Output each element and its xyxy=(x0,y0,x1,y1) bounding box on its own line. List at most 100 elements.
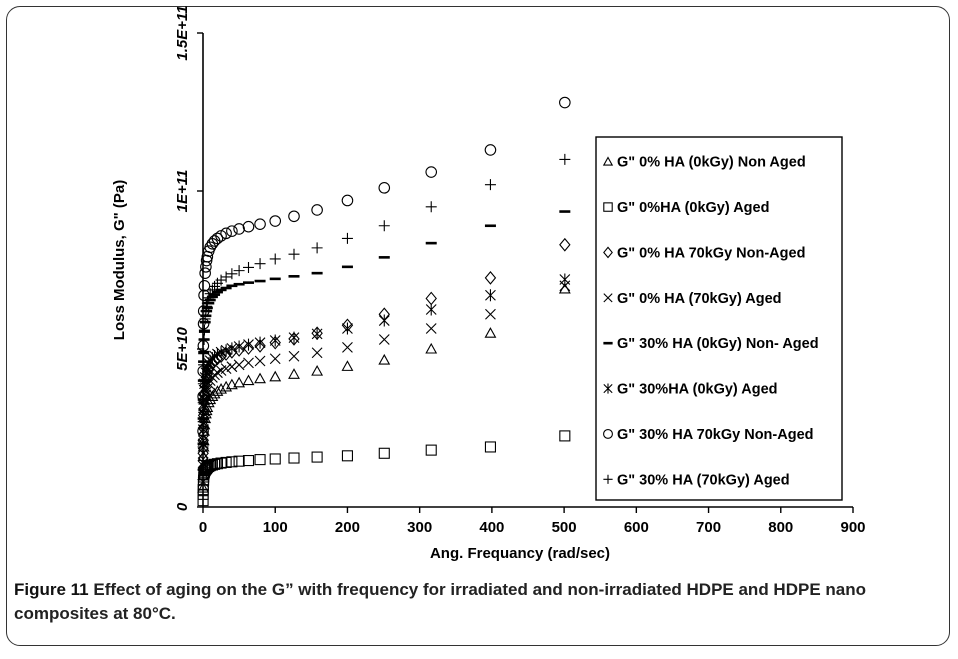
data-point xyxy=(559,210,571,213)
legend-label: G" 0% HA 70kGy Non-Aged xyxy=(617,245,805,261)
legend-marker xyxy=(603,383,613,394)
data-point xyxy=(311,347,323,359)
data-point xyxy=(233,223,245,235)
data-point xyxy=(254,336,266,349)
data-point xyxy=(209,293,221,296)
data-point xyxy=(254,218,266,230)
data-point xyxy=(485,308,496,320)
data-point xyxy=(269,277,281,281)
x-tick-label: 0 xyxy=(199,519,207,536)
series-asterisk xyxy=(197,273,571,469)
data-point xyxy=(220,286,232,290)
data-point xyxy=(342,342,353,353)
y-tick-label: 1E+11 xyxy=(174,170,191,213)
data-point xyxy=(233,282,245,286)
data-point xyxy=(226,225,238,237)
data-point xyxy=(311,271,323,275)
legend-marker xyxy=(603,293,613,303)
data-point xyxy=(288,350,300,362)
data-point xyxy=(201,462,213,474)
data-point xyxy=(197,495,209,507)
data-point xyxy=(198,359,210,371)
data-point xyxy=(484,224,496,228)
x-tick-label: 100 xyxy=(263,519,288,536)
data-point xyxy=(204,298,216,302)
data-point xyxy=(341,265,353,269)
data-point xyxy=(197,378,209,390)
data-point xyxy=(425,291,437,306)
data-point xyxy=(199,267,211,279)
data-point xyxy=(311,364,324,376)
data-point xyxy=(378,314,390,327)
x-tick-label: 500 xyxy=(552,519,577,536)
figure-caption-text: Effect of aging on the G” with frequency… xyxy=(14,580,866,623)
data-point xyxy=(378,220,390,232)
loss-modulus-chart: 0 100 200 300 400 500 600 700 800 900 0 5E+10 1E+11 1… xyxy=(111,5,866,562)
data-point xyxy=(226,268,238,280)
legend-label: G" 30% HA 70kGy Non-Aged xyxy=(617,427,814,443)
data-point xyxy=(378,256,390,259)
data-point xyxy=(484,144,497,156)
data-point xyxy=(212,367,223,379)
legend-entry: G" 30% HA (0kGy) Non- Aged xyxy=(603,336,819,352)
data-point xyxy=(226,342,238,355)
data-point xyxy=(484,179,496,191)
legend-entry: G" 0% HA (70kGy) Aged xyxy=(603,291,782,307)
x-tick-label: 600 xyxy=(624,519,649,536)
data-point xyxy=(201,297,213,309)
data-point xyxy=(269,353,281,365)
data-point xyxy=(254,279,266,283)
data-point xyxy=(197,456,209,469)
data-point xyxy=(378,182,391,194)
data-point xyxy=(197,481,210,493)
data-point xyxy=(226,284,238,288)
legend-marker xyxy=(603,341,613,345)
data-point xyxy=(200,305,212,317)
legend-marker xyxy=(603,474,613,484)
data-point xyxy=(198,324,210,336)
data-point xyxy=(220,271,232,283)
data-point xyxy=(220,347,232,361)
data-point xyxy=(220,227,232,240)
data-point xyxy=(233,340,245,353)
data-point xyxy=(215,382,227,394)
data-point xyxy=(243,357,254,369)
data-point xyxy=(378,447,390,459)
data-point xyxy=(485,289,496,302)
data-point xyxy=(559,430,571,442)
data-point xyxy=(559,273,571,286)
data-point xyxy=(425,323,437,334)
data-point xyxy=(484,271,497,285)
data-point xyxy=(288,275,300,278)
series-diamond xyxy=(197,237,571,476)
data-point xyxy=(288,248,300,260)
data-point xyxy=(311,204,323,216)
data-point xyxy=(233,265,245,277)
data-point xyxy=(269,335,281,350)
data-point xyxy=(197,416,209,428)
data-point xyxy=(341,232,353,244)
data-point xyxy=(269,370,282,382)
data-point xyxy=(233,343,245,357)
y-tick-label: 1.5E+11 xyxy=(174,5,191,60)
data-point xyxy=(288,331,300,344)
data-point xyxy=(197,397,209,409)
data-point xyxy=(197,476,209,488)
data-point xyxy=(341,360,354,371)
data-point xyxy=(559,96,571,109)
data-point xyxy=(311,242,323,254)
x-tick-label: 700 xyxy=(696,519,721,536)
x-tick-label: 800 xyxy=(768,519,793,536)
legend-marker xyxy=(602,156,614,166)
series-circle xyxy=(197,96,571,437)
x-tick-label: 400 xyxy=(479,519,504,536)
data-point xyxy=(226,361,238,373)
legend-entry: G" 0% HA 70kGy Non-Aged xyxy=(603,245,805,261)
series-dash xyxy=(197,210,571,446)
y-axis-title: Loss Modulus, G" (Pa) xyxy=(111,180,128,340)
data-point xyxy=(484,441,496,453)
data-point xyxy=(254,338,266,353)
data-point xyxy=(215,288,227,292)
data-point xyxy=(242,341,255,355)
figure-caption-label: Figure 11 xyxy=(14,580,89,599)
